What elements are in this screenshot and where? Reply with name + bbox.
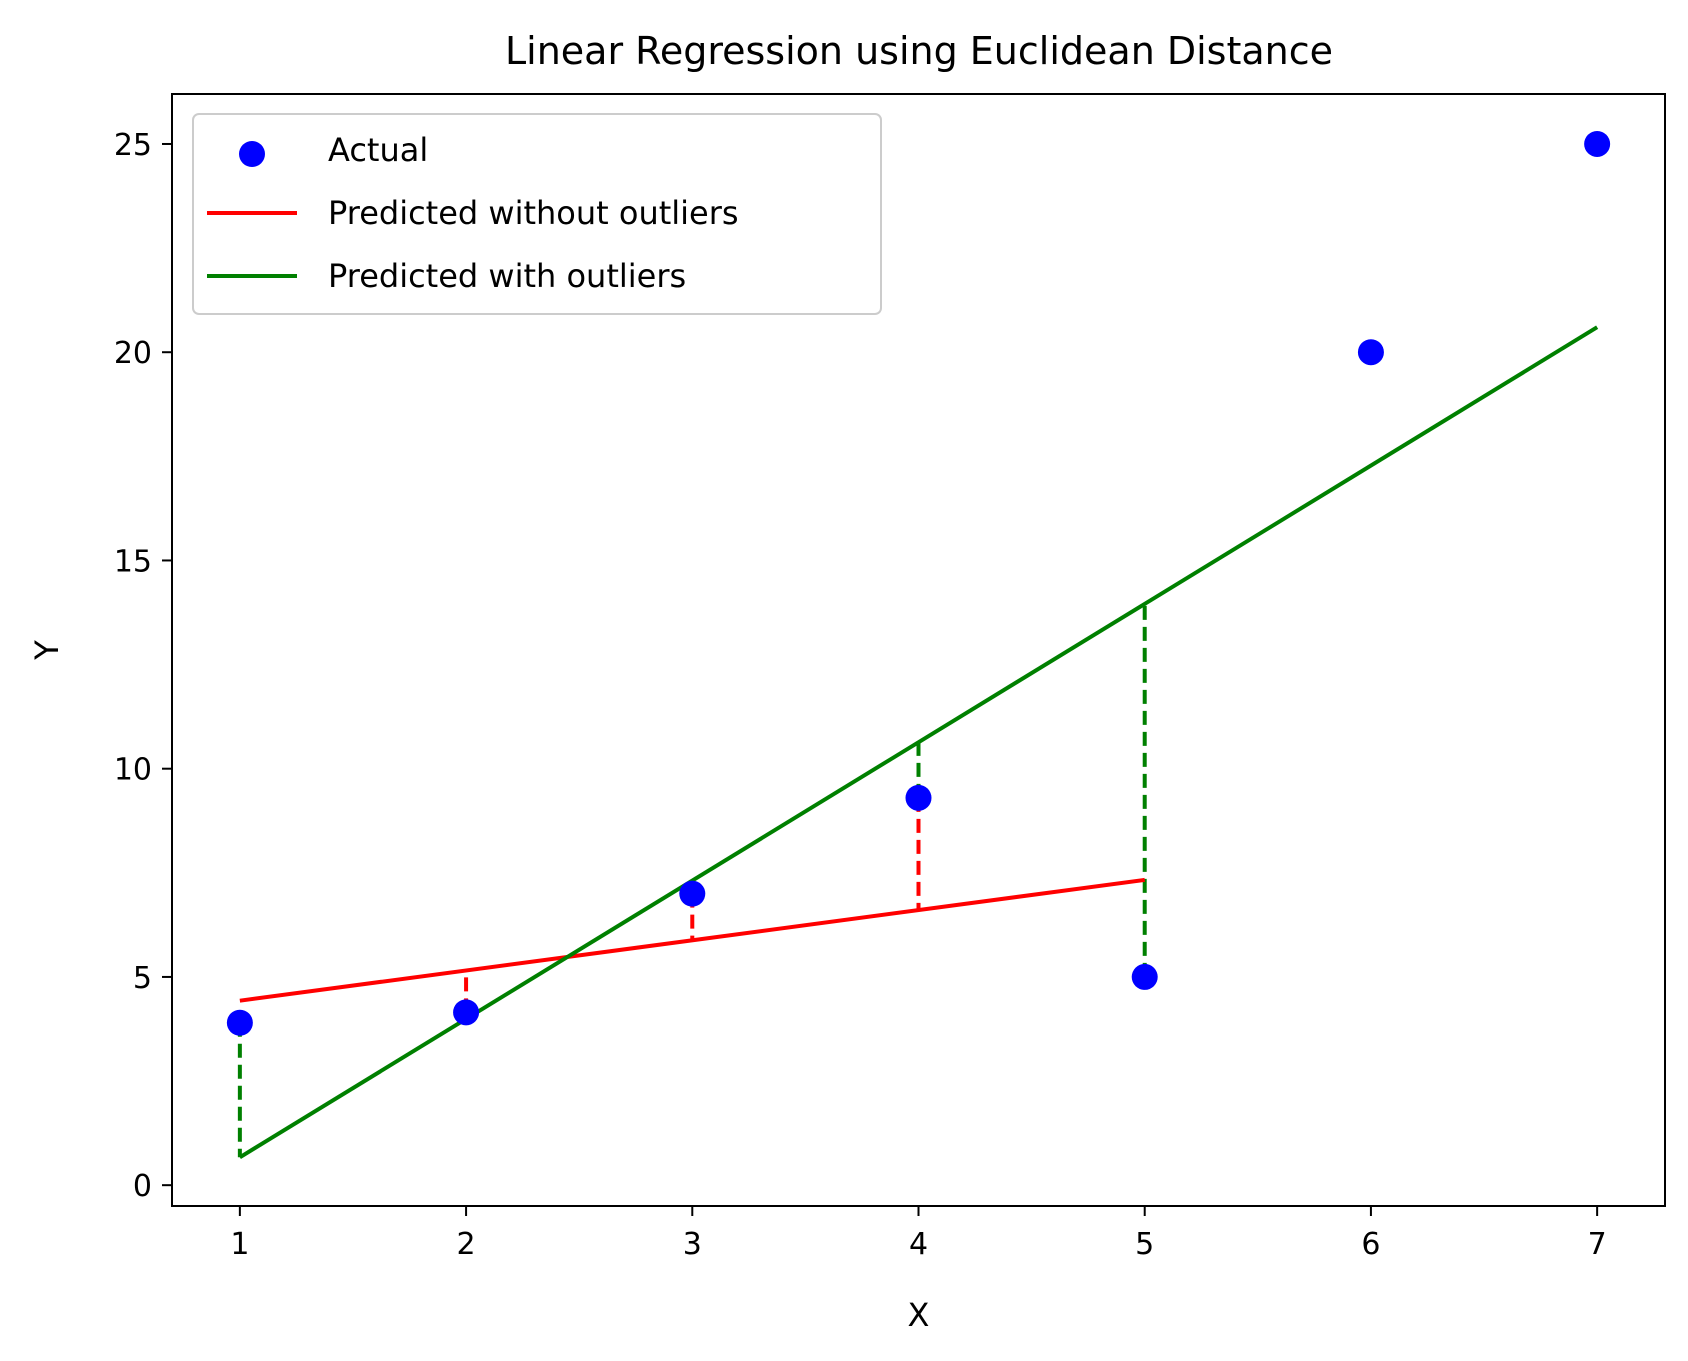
legend-marker: [239, 141, 265, 167]
y-axis-label: Y: [28, 640, 66, 661]
y-axis: 0 5 10 15 20 25: [114, 128, 172, 1204]
data-point: [905, 784, 932, 811]
y-tick-label: 10: [114, 753, 152, 788]
x-tick-label: 3: [683, 1227, 702, 1262]
plot-area: [226, 130, 1611, 1159]
legend-label: Actual: [328, 131, 428, 169]
legend-label: Predicted without outliers: [328, 194, 739, 232]
data-point: [226, 1009, 253, 1036]
legend: Actual Predicted without outliers Predicte…: [192, 113, 882, 315]
x-tick-label: 4: [909, 1227, 928, 1262]
y-tick-label: 15: [114, 544, 152, 579]
data-point: [679, 880, 706, 907]
data-point: [1357, 339, 1384, 366]
x-tick-label: 6: [1361, 1227, 1380, 1262]
data-point: [1584, 130, 1611, 157]
legend-label: Predicted with outliers: [328, 257, 686, 295]
x-tick-label: 5: [1135, 1227, 1154, 1262]
x-axis-label: X: [908, 1296, 930, 1334]
y-tick-label: 5: [133, 961, 152, 996]
y-tick-label: 20: [114, 336, 152, 371]
x-axis: 1 2 3 4 5 6 7: [230, 1206, 1607, 1262]
x-tick-label: 2: [457, 1227, 476, 1262]
data-point: [1131, 963, 1158, 990]
chart-title: Linear Regression using Euclidean Distan…: [505, 29, 1333, 73]
series-line-0: [239, 877, 1145, 1003]
legend-box: [192, 113, 882, 315]
y-tick-label: 25: [114, 128, 152, 163]
x-tick-label: 1: [230, 1227, 249, 1262]
data-point: [453, 999, 480, 1026]
y-tick-label: 0: [133, 1169, 152, 1204]
x-tick-label: 7: [1588, 1227, 1607, 1262]
